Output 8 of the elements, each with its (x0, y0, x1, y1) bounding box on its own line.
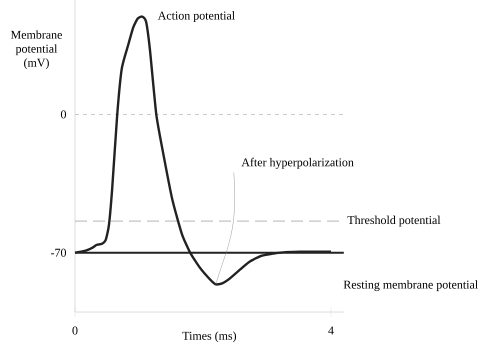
ref-line-label: Threshold potential (348, 216, 440, 227)
y-tick-label: -70 (50, 248, 66, 257)
y-axis-title: Membrane potential (mV) (10, 30, 62, 70)
ref-line-label: Resting membrane potential (344, 280, 478, 292)
annotation: Action potential (158, 11, 235, 22)
x-tick-label: 4 (328, 326, 334, 334)
annotation: After hyperpolarization (241, 158, 354, 169)
x-axis-title: Times (ms) (182, 331, 236, 342)
